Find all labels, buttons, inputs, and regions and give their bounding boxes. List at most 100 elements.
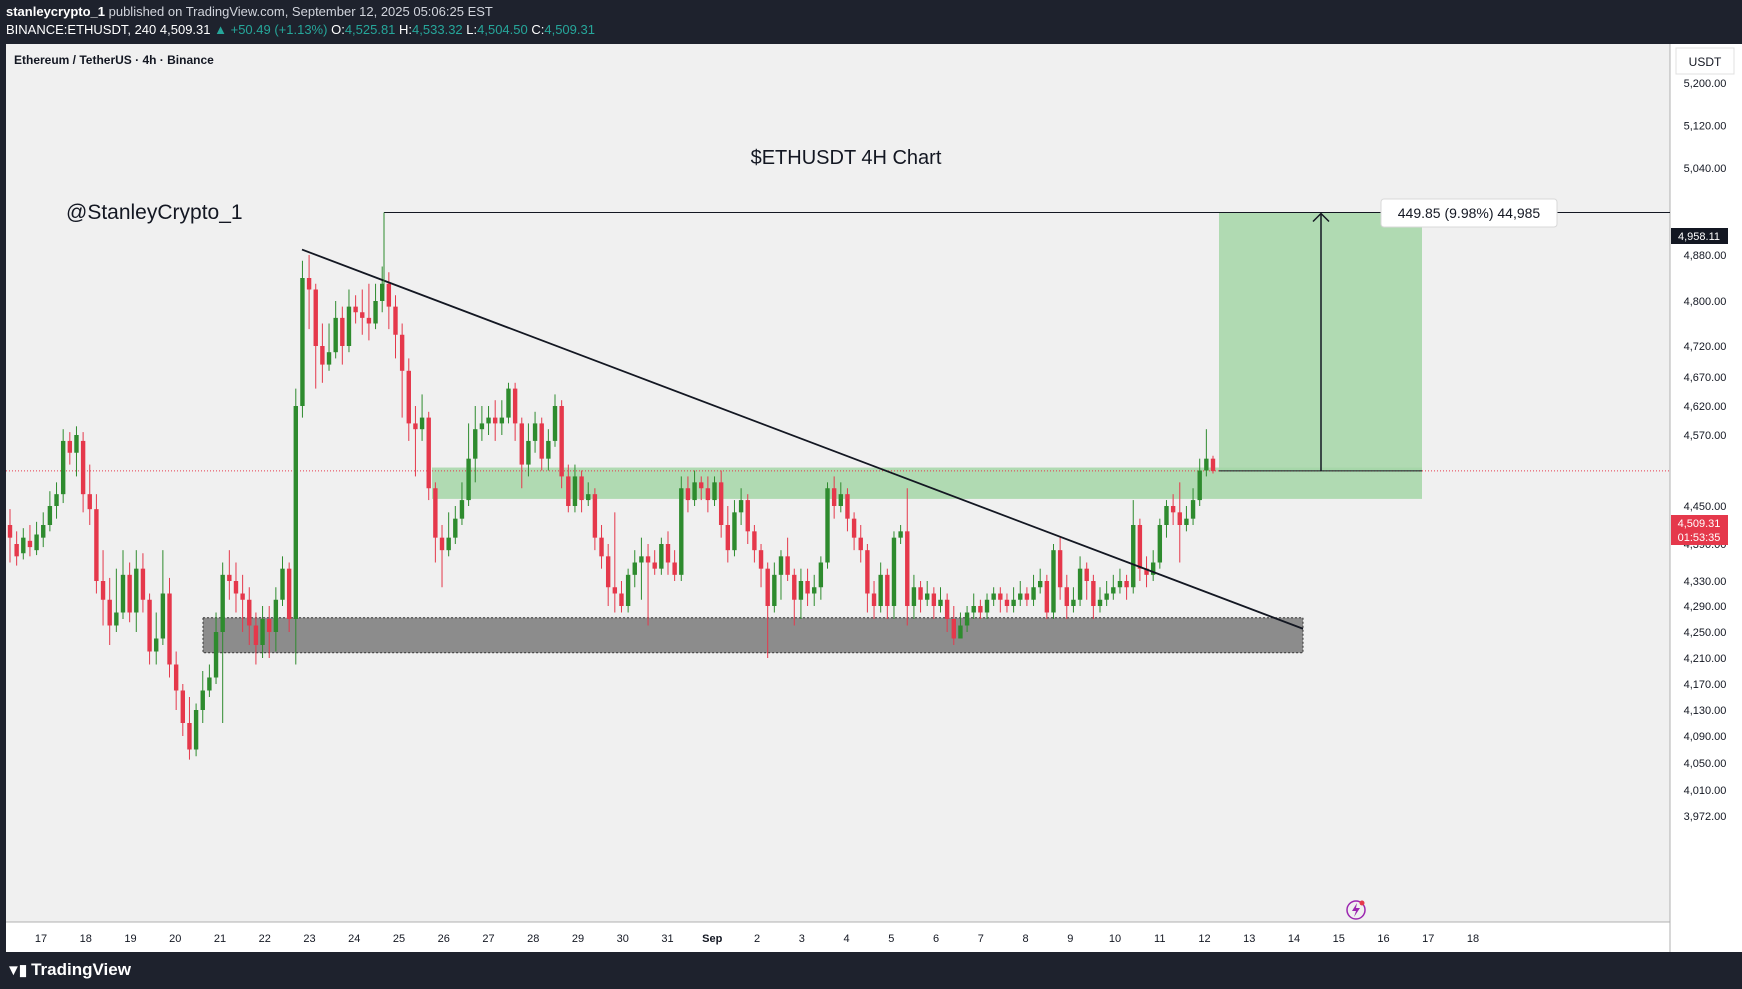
- measure-label-box[interactable]: 449.85 (9.98%) 44,985: [1380, 198, 1558, 228]
- candle-body: [1137, 525, 1143, 569]
- candle-body: [938, 599, 943, 606]
- candle-body: [925, 593, 930, 600]
- tradingview-logo[interactable]: ▼▮ TradingView: [6, 960, 131, 980]
- candle-body: [998, 593, 1003, 600]
- candle-body: [566, 476, 571, 506]
- candle-body: [905, 531, 910, 606]
- candle-body: [911, 587, 917, 606]
- time-axis-ticks: 17 18 19 20 21 22 23 24 25 26 27 28 29 30 31 Sep 2 3 4 5 6 7 8…: [35, 933, 1479, 945]
- candle-body: [227, 574, 232, 581]
- candle-body: [1177, 512, 1182, 525]
- price-axis-background: [1670, 44, 1742, 952]
- candle-body: [732, 512, 737, 551]
- candle-body: [386, 283, 392, 307]
- candle-body: [74, 435, 79, 453]
- price-tick-label: 4,880.00: [1684, 250, 1727, 262]
- price-tick-label: 4,050.00: [1684, 758, 1727, 770]
- measure-label: 449.85 (9.98%) 44,985: [1398, 205, 1541, 221]
- candle-body: [34, 534, 39, 551]
- chart-area[interactable]: Ethereum / TetherUS · 4h · Binance $ETHU…: [6, 44, 1742, 952]
- candle-body: [300, 278, 305, 406]
- bar-countdown: 01:53:35: [1678, 532, 1721, 544]
- candle-body: [479, 423, 485, 430]
- candle-body: [473, 429, 478, 459]
- candle-body: [1024, 593, 1030, 600]
- lightning-icon[interactable]: [1346, 900, 1366, 920]
- candle-body: [60, 440, 66, 495]
- candle-body: [419, 417, 425, 430]
- candle-body: [858, 537, 863, 551]
- time-tick-label: 17: [1422, 933, 1434, 945]
- candle-body: [54, 494, 59, 506]
- close-value: 4,509.31: [544, 22, 595, 37]
- time-tick-label: 18: [1467, 933, 1479, 945]
- time-tick-label: 13: [1243, 933, 1255, 945]
- time-tick-label: 27: [482, 933, 494, 945]
- candle-body: [173, 664, 179, 691]
- candle-body: [1157, 525, 1163, 563]
- candle-body: [685, 488, 691, 501]
- footer-bar: ▼▮ TradingView: [0, 952, 1742, 989]
- candle-body: [154, 638, 159, 652]
- price-tick-label: 4,170.00: [1684, 679, 1727, 691]
- price-chart-svg[interactable]: Ethereum / TetherUS · 4h · Binance $ETHU…: [6, 44, 1742, 952]
- candle-body: [772, 574, 777, 606]
- price-tick-label: 4,330.00: [1684, 576, 1727, 588]
- candle-body: [67, 440, 73, 453]
- candle-body: [273, 599, 279, 632]
- candle-body: [599, 537, 604, 557]
- candle-body: [333, 317, 338, 353]
- candle-body: [978, 606, 983, 613]
- candle-body: [752, 531, 757, 551]
- target-price-label: 4,958.11: [1678, 231, 1720, 243]
- price-tick-label: 4,720.00: [1684, 341, 1727, 353]
- close-label: C:: [531, 22, 545, 37]
- chart-title: $ETHUSDT 4H Chart: [751, 147, 942, 169]
- candle-body: [27, 540, 33, 548]
- candle-body: [699, 482, 704, 489]
- candle-body: [1057, 550, 1063, 588]
- candle-body: [499, 417, 505, 424]
- candle-body: [433, 488, 438, 538]
- candle-body: [1190, 500, 1196, 519]
- candle-body: [672, 562, 677, 575]
- candle-body: [134, 568, 139, 613]
- candle-body: [167, 593, 172, 665]
- pair-label: Ethereum / TetherUS · 4h · Binance: [14, 53, 214, 67]
- candle-body: [1170, 506, 1176, 513]
- candle-body: [107, 599, 112, 626]
- candle-body: [1150, 562, 1156, 575]
- candle-body: [645, 556, 651, 563]
- candles-layer: [7, 255, 1216, 760]
- candle-body: [41, 525, 46, 538]
- candle-body: [818, 562, 824, 588]
- candle-body: [293, 406, 298, 619]
- low-label: L:: [466, 22, 478, 37]
- time-tick-label: 15: [1333, 933, 1345, 945]
- time-tick-label: 6: [933, 933, 939, 945]
- candle-body: [958, 625, 963, 639]
- candle-body: [812, 587, 817, 594]
- candle-body: [346, 306, 352, 346]
- currency-label: USDT: [1689, 55, 1722, 69]
- candle-body: [639, 556, 644, 563]
- low-value: 4,504.50: [477, 22, 528, 37]
- time-tick-label: 14: [1288, 933, 1300, 945]
- candle-body: [625, 574, 631, 606]
- price-tick-label: 4,670.00: [1684, 372, 1727, 384]
- candle-body: [1124, 581, 1129, 588]
- price-tick-label: 4,090.00: [1684, 731, 1727, 743]
- time-tick-label: 18: [80, 933, 92, 945]
- candle-body: [413, 423, 418, 430]
- candle-body: [512, 388, 518, 424]
- brand-label: TradingView: [31, 960, 131, 979]
- candle-body: [831, 488, 837, 506]
- currency-badge[interactable]: [1675, 47, 1735, 75]
- candle-body: [572, 476, 578, 506]
- candle-body: [971, 606, 976, 613]
- candle-body: [233, 581, 239, 594]
- author-name[interactable]: stanleycrypto_1: [6, 4, 105, 19]
- candle-body: [373, 301, 378, 324]
- time-tick-label: 12: [1198, 933, 1210, 945]
- candle-body: [1037, 581, 1043, 588]
